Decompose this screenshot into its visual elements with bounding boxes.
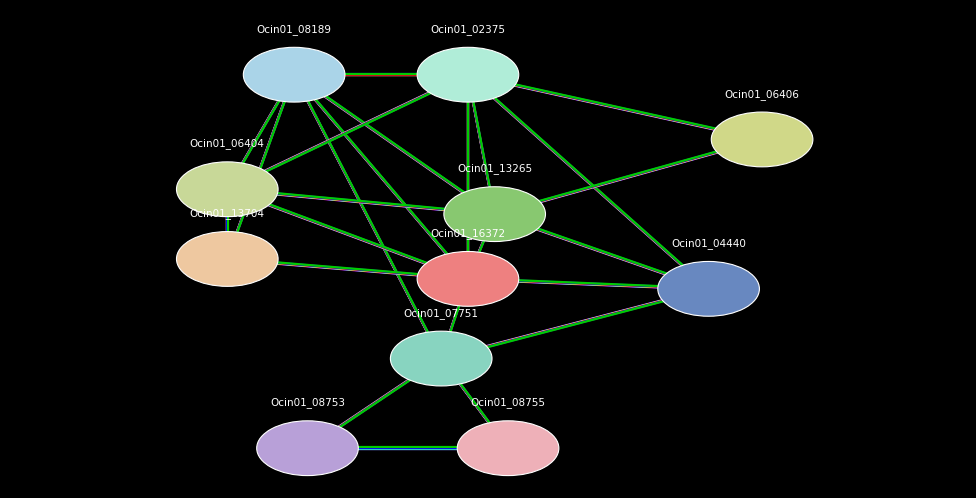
Ellipse shape xyxy=(177,162,278,217)
Text: Ocin01_06404: Ocin01_06404 xyxy=(190,138,264,149)
Ellipse shape xyxy=(658,261,759,316)
Ellipse shape xyxy=(177,232,278,286)
Text: Ocin01_08753: Ocin01_08753 xyxy=(270,397,345,408)
Ellipse shape xyxy=(417,47,519,102)
Ellipse shape xyxy=(390,331,492,386)
Ellipse shape xyxy=(457,421,559,476)
Ellipse shape xyxy=(444,187,546,242)
Ellipse shape xyxy=(712,112,813,167)
Text: Ocin01_13704: Ocin01_13704 xyxy=(189,208,264,219)
Ellipse shape xyxy=(243,47,345,102)
Text: Ocin01_08755: Ocin01_08755 xyxy=(470,397,546,408)
Text: Ocin01_06406: Ocin01_06406 xyxy=(724,89,799,100)
Text: Ocin01_07751: Ocin01_07751 xyxy=(404,308,478,319)
Text: Ocin01_08189: Ocin01_08189 xyxy=(257,24,332,35)
Text: Ocin01_02375: Ocin01_02375 xyxy=(430,24,506,35)
Ellipse shape xyxy=(417,251,519,306)
Text: Ocin01_04440: Ocin01_04440 xyxy=(671,238,746,249)
Text: Ocin01_13265: Ocin01_13265 xyxy=(457,163,532,174)
Ellipse shape xyxy=(257,421,358,476)
Text: Ocin01_16372: Ocin01_16372 xyxy=(430,228,506,239)
